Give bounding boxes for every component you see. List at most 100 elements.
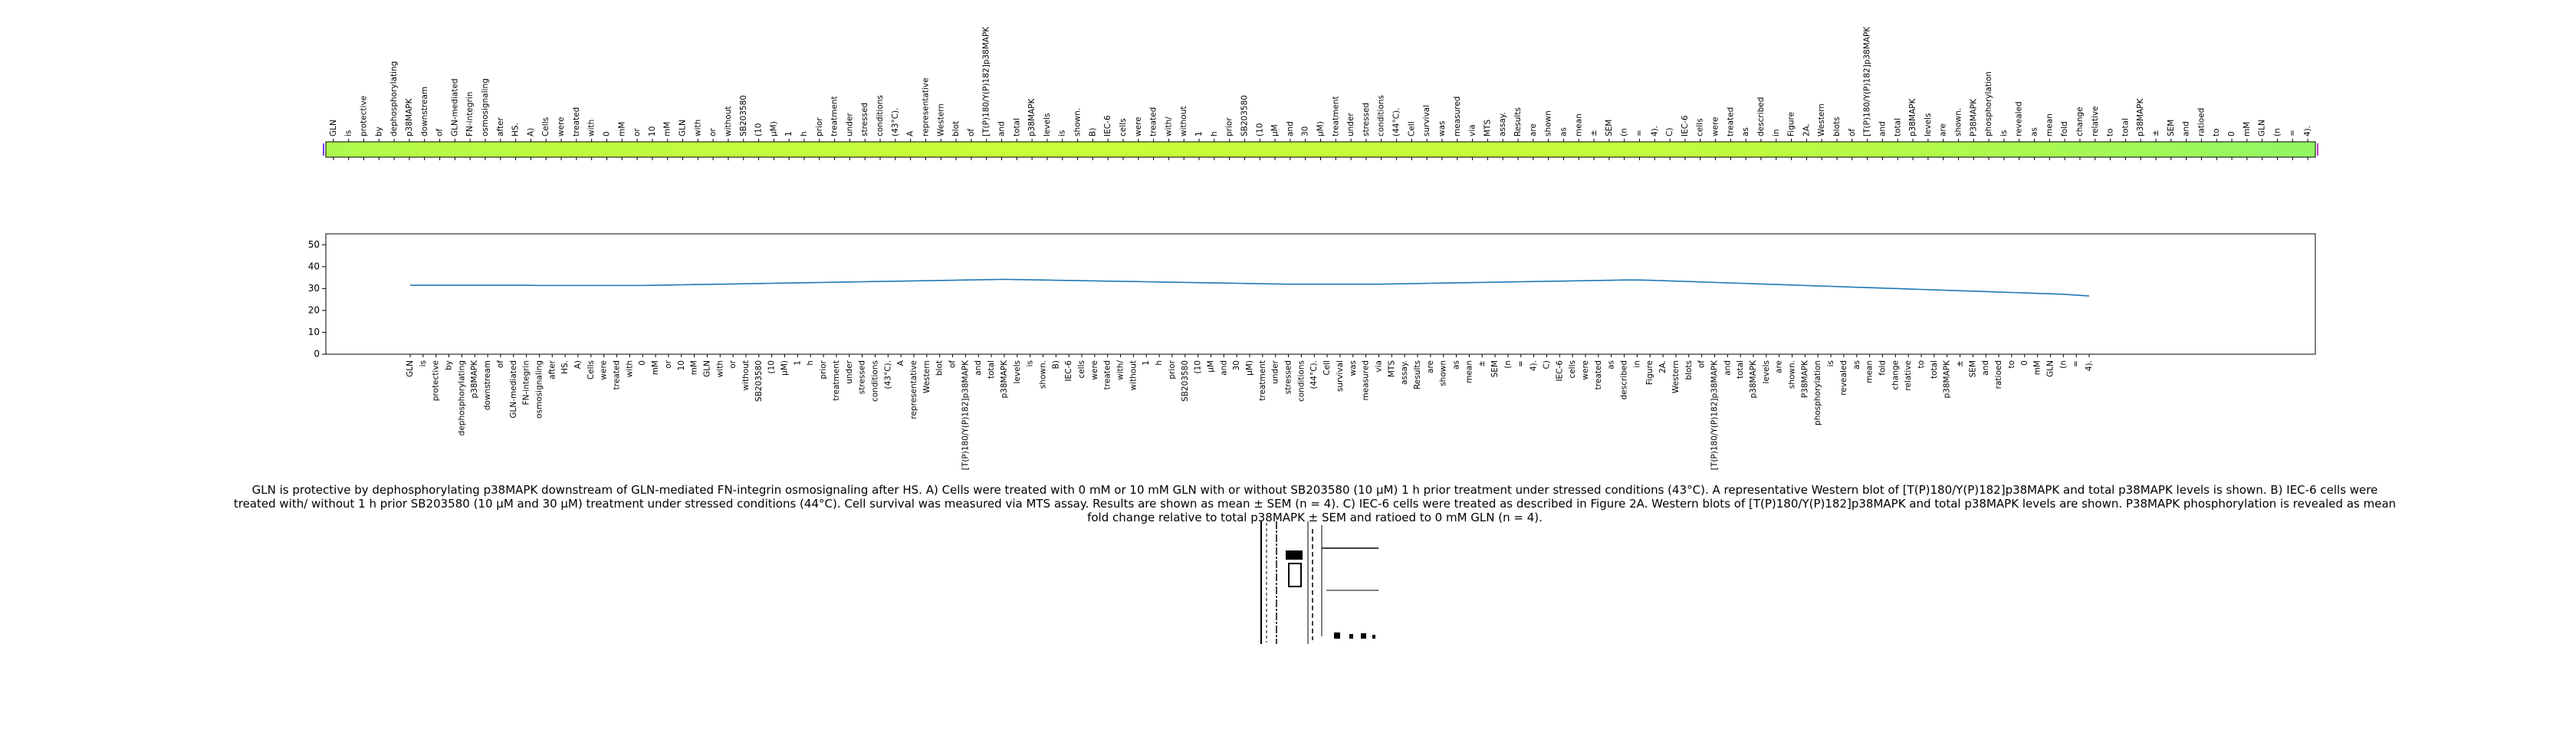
heatmap-token-label: and <box>997 121 1007 136</box>
heatmap-cell <box>1297 142 1314 157</box>
heatmap-token-label: assay. <box>1498 112 1507 136</box>
x-tick-label: GLN <box>406 360 415 377</box>
heatmap-token-label: to <box>2212 128 2221 136</box>
heatmap-token-label: [T(P)180/Y(P)182]p38MAPK <box>982 26 991 136</box>
x-tick-label: blots <box>1684 360 1694 380</box>
x-tick-label: of <box>948 360 958 368</box>
x-tick-label: treated <box>1103 360 1112 389</box>
heatmap-token-label: prior <box>1225 117 1234 136</box>
heatmap-token-label: blots <box>1832 117 1842 136</box>
heatmap-cell <box>2300 142 2316 157</box>
x-tick-label: fold <box>1878 360 1887 376</box>
heatmap-token-label: change <box>2075 107 2085 136</box>
x-tick-label: p38MAPK <box>1000 360 1009 399</box>
heatmap-token-label: with/ <box>1164 117 1173 136</box>
heatmap-cell <box>599 142 615 157</box>
x-tick-label: shown. <box>1038 360 1047 389</box>
x-tick-label: total <box>1930 360 1939 379</box>
heatmap-cell <box>2102 142 2119 157</box>
y-tick-label: 30 <box>308 283 320 294</box>
x-tick-label: treatment <box>832 360 841 401</box>
heatmap-cell <box>1525 142 1542 157</box>
heatmap-cell <box>2254 142 2271 157</box>
heatmap-token-label: and <box>1286 121 1295 136</box>
heatmap-cell <box>842 142 858 157</box>
heatmap-cell <box>751 142 767 157</box>
heatmap-cell <box>659 142 676 157</box>
x-tick-label: ratioed <box>1994 360 2003 389</box>
x-tick-label: (43°C). <box>883 360 892 389</box>
x-tick-label: mM <box>690 360 699 375</box>
heatmap-token-label: mM <box>2242 122 2252 136</box>
heatmap-token-label: 1 <box>1194 131 1204 136</box>
heatmap-cell <box>2026 142 2043 157</box>
heatmap-cell <box>416 142 433 157</box>
heatmap-cell <box>887 142 904 157</box>
x-tick-label: in <box>1632 360 1641 368</box>
x-tick-label: conditions <box>870 360 879 402</box>
x-tick-label: SEM <box>1490 360 1500 377</box>
x-tick-label: ± <box>1477 360 1487 367</box>
x-tick-label: 10 <box>677 360 686 370</box>
x-tick-label: Western <box>1671 360 1681 393</box>
heatmap-token-label: levels <box>1043 113 1052 136</box>
x-tick-label: survival <box>1336 360 1345 392</box>
heatmap-token-label: p38MAPK <box>1027 97 1037 136</box>
x-tick-label: mean <box>1865 360 1875 383</box>
x-tick-label: SB203580 <box>1181 360 1190 402</box>
heatmap-token-label: mM <box>617 122 626 136</box>
heatmap-token-label: mean <box>1574 113 1583 136</box>
x-tick-label: HS. <box>560 360 570 374</box>
heatmap-cell <box>402 142 418 157</box>
heatmap-cell <box>2285 142 2301 157</box>
heatmap-cell <box>1040 142 1056 157</box>
x-tick-label: 4). <box>1530 360 1539 371</box>
heatmap-token-label: of <box>1848 129 1857 136</box>
x-tick-label: treated <box>1594 360 1603 389</box>
heatmap-token-label: (10 <box>1255 123 1264 136</box>
x-tick-label: revealed <box>1839 360 1848 396</box>
heatmap-token-label: ± <box>2151 130 2160 136</box>
heatmap-cell <box>2163 142 2180 157</box>
x-tick-label: prior <box>1168 360 1177 379</box>
x-tick-label: cells <box>1077 360 1086 379</box>
heatmap-cell <box>1085 142 1101 157</box>
heatmap-cell <box>1434 142 1451 157</box>
x-tick-label: downstream <box>483 360 492 410</box>
heatmap-cell <box>1267 142 1283 157</box>
heatmap-token-label: SEM <box>2167 120 2176 136</box>
heatmap-token-label: h <box>1210 131 1219 136</box>
heatmap-token-label: IEC-6 <box>1103 115 1112 136</box>
heatmap-token-label: mM <box>663 122 672 136</box>
heatmap-cell <box>1388 142 1405 157</box>
heatmap-cell <box>826 142 843 157</box>
heatmap-token-label: total <box>2121 118 2130 136</box>
x-tick-label: 30 <box>1232 360 1241 370</box>
heatmap-token-label: C) <box>1665 128 1674 136</box>
x-tick-label: cells <box>1568 360 1577 379</box>
heatmap-token-label: as <box>1741 127 1750 136</box>
x-tick-label: GLN <box>702 360 711 377</box>
heatmap-token-label: measured <box>1453 97 1462 136</box>
heatmap-cell <box>1677 142 1694 157</box>
heatmap-cell <box>1859 142 1876 157</box>
x-tick-label: protective <box>432 360 441 401</box>
heatmap-cell <box>478 142 494 157</box>
heatmap-cell <box>614 142 630 157</box>
heatmap-cell <box>1844 142 1861 157</box>
heatmap-cell <box>462 142 478 157</box>
heatmap-token-label: Cells <box>541 117 550 136</box>
heatmap-cell <box>2042 142 2058 157</box>
heatmap-token-label: conditions <box>1377 95 1386 136</box>
x-tick-label: without <box>1129 360 1138 390</box>
heatmap-token-label: ± <box>1589 130 1598 136</box>
heatmap-token-label: GLN <box>2258 120 2267 136</box>
heatmap-cell <box>492 142 509 157</box>
x-tick-label: P38MAPK <box>1800 360 1809 398</box>
heatmap-token-label: revealed <box>2015 101 2024 136</box>
heatmap-cell <box>1373 142 1390 157</box>
heatmap-token-label: treated <box>572 107 581 136</box>
x-tick-label: without <box>741 360 751 390</box>
heatmap-token-label: or <box>708 128 718 136</box>
heatmap-cell <box>629 142 646 157</box>
